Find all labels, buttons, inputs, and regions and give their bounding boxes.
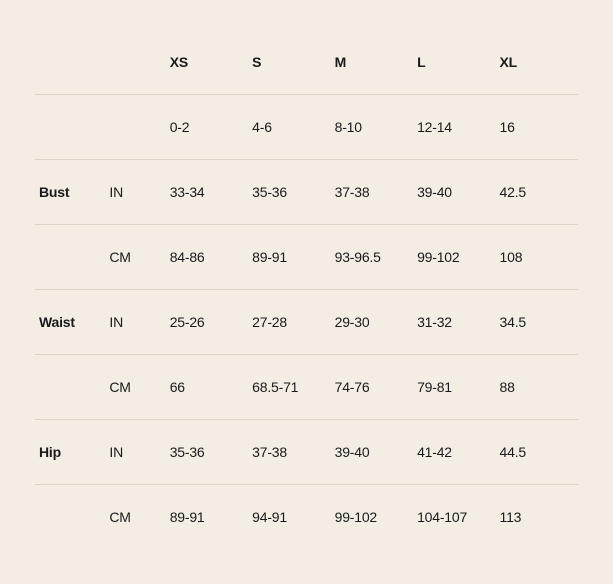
cell: 25-26 xyxy=(166,290,248,355)
cell: 66 xyxy=(166,355,248,420)
unit-label: CM xyxy=(105,355,165,420)
blank-cell xyxy=(35,95,105,160)
unit-label: IN xyxy=(105,290,165,355)
table-row: CM 66 68.5-71 74-76 79-81 88 xyxy=(35,355,578,420)
cell: 37-38 xyxy=(331,160,413,225)
blank-cell xyxy=(35,355,105,420)
header-size-xl: XL xyxy=(496,30,578,95)
cell: 33-34 xyxy=(166,160,248,225)
cell: 37-38 xyxy=(248,420,330,485)
cell: 39-40 xyxy=(331,420,413,485)
measure-label-waist: Waist xyxy=(35,290,105,355)
table-row: Waist IN 25-26 27-28 29-30 31-32 34.5 xyxy=(35,290,578,355)
cell: 68.5-71 xyxy=(248,355,330,420)
header-size-s: S xyxy=(248,30,330,95)
cell: 29-30 xyxy=(331,290,413,355)
header-row: XS S M L XL xyxy=(35,30,578,95)
header-size-m: M xyxy=(331,30,413,95)
cell: 108 xyxy=(496,225,578,290)
blank-cell xyxy=(35,225,105,290)
numeric-size-s: 4-6 xyxy=(248,95,330,160)
cell: 39-40 xyxy=(413,160,495,225)
numeric-size-l: 12-14 xyxy=(413,95,495,160)
cell: 35-36 xyxy=(248,160,330,225)
cell: 34.5 xyxy=(496,290,578,355)
cell: 84-86 xyxy=(166,225,248,290)
cell: 99-102 xyxy=(331,485,413,550)
numeric-size-xs: 0-2 xyxy=(166,95,248,160)
cell: 41-42 xyxy=(413,420,495,485)
unit-label: IN xyxy=(105,420,165,485)
blank-cell xyxy=(35,485,105,550)
header-blank-unit xyxy=(105,30,165,95)
cell: 113 xyxy=(496,485,578,550)
cell: 44.5 xyxy=(496,420,578,485)
cell: 31-32 xyxy=(413,290,495,355)
cell: 42.5 xyxy=(496,160,578,225)
cell: 35-36 xyxy=(166,420,248,485)
cell: 74-76 xyxy=(331,355,413,420)
header-size-l: L xyxy=(413,30,495,95)
cell: 89-91 xyxy=(248,225,330,290)
header-blank-measure xyxy=(35,30,105,95)
cell: 94-91 xyxy=(248,485,330,550)
table-row: CM 89-91 94-91 99-102 104-107 113 xyxy=(35,485,578,550)
numeric-size-xl: 16 xyxy=(496,95,578,160)
cell: 93-96.5 xyxy=(331,225,413,290)
cell: 99-102 xyxy=(413,225,495,290)
unit-label: CM xyxy=(105,225,165,290)
measure-label-bust: Bust xyxy=(35,160,105,225)
cell: 88 xyxy=(496,355,578,420)
table-row: CM 84-86 89-91 93-96.5 99-102 108 xyxy=(35,225,578,290)
cell: 27-28 xyxy=(248,290,330,355)
table-row: Hip IN 35-36 37-38 39-40 41-42 44.5 xyxy=(35,420,578,485)
blank-cell xyxy=(105,95,165,160)
numeric-size-m: 8-10 xyxy=(331,95,413,160)
cell: 104-107 xyxy=(413,485,495,550)
header-size-xs: XS xyxy=(166,30,248,95)
unit-label: IN xyxy=(105,160,165,225)
cell: 89-91 xyxy=(166,485,248,550)
size-chart-table: XS S M L XL 0-2 4-6 8-10 12-14 16 Bust I… xyxy=(35,30,578,549)
unit-label: CM xyxy=(105,485,165,550)
measure-label-hip: Hip xyxy=(35,420,105,485)
table-row: Bust IN 33-34 35-36 37-38 39-40 42.5 xyxy=(35,160,578,225)
cell: 79-81 xyxy=(413,355,495,420)
numeric-size-row: 0-2 4-6 8-10 12-14 16 xyxy=(35,95,578,160)
